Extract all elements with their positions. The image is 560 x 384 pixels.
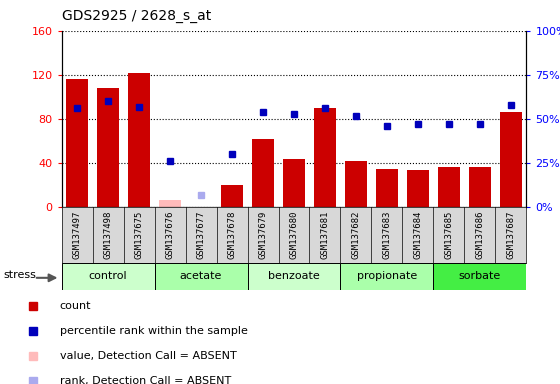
Text: GSM137680: GSM137680 [290,210,298,258]
Bar [159,200,181,207]
Bar [252,139,274,207]
Text: stress: stress [3,270,36,280]
Bar [314,108,336,207]
Text: GSM137676: GSM137676 [166,210,175,258]
Text: GSM137679: GSM137679 [259,210,268,258]
Bar [97,88,119,207]
Text: GSM137675: GSM137675 [134,210,143,258]
Text: GSM137497: GSM137497 [73,210,82,258]
Bar [345,161,367,207]
Text: GSM137678: GSM137678 [227,210,236,258]
Text: GSM137683: GSM137683 [382,210,391,258]
Bar [438,167,460,207]
Bar [500,113,522,207]
Bar [128,73,150,207]
FancyBboxPatch shape [248,263,340,290]
Bar [66,79,88,207]
Text: sorbate: sorbate [459,271,501,281]
Text: GSM137677: GSM137677 [197,210,206,258]
Text: GSM137681: GSM137681 [320,210,329,258]
Bar [221,185,243,207]
Text: value, Detection Call = ABSENT: value, Detection Call = ABSENT [59,351,236,361]
FancyBboxPatch shape [433,263,526,290]
Text: GSM137682: GSM137682 [352,210,361,258]
Text: GSM137685: GSM137685 [445,210,454,258]
Text: GSM137684: GSM137684 [413,210,422,258]
Text: GSM137687: GSM137687 [506,210,515,258]
Text: benzoate: benzoate [268,271,320,281]
FancyBboxPatch shape [155,263,248,290]
Text: acetate: acetate [180,271,222,281]
Text: propionate: propionate [357,271,417,281]
Text: control: control [89,271,127,281]
Bar [283,159,305,207]
Text: rank, Detection Call = ABSENT: rank, Detection Call = ABSENT [59,376,231,384]
FancyBboxPatch shape [340,263,433,290]
FancyBboxPatch shape [62,263,155,290]
Text: percentile rank within the sample: percentile rank within the sample [59,326,248,336]
Text: GSM137686: GSM137686 [475,210,484,258]
Bar [469,167,491,207]
Bar [407,170,429,207]
Bar [376,169,398,207]
Text: GDS2925 / 2628_s_at: GDS2925 / 2628_s_at [62,9,211,23]
Text: GSM137498: GSM137498 [104,210,113,258]
Text: count: count [59,301,91,311]
